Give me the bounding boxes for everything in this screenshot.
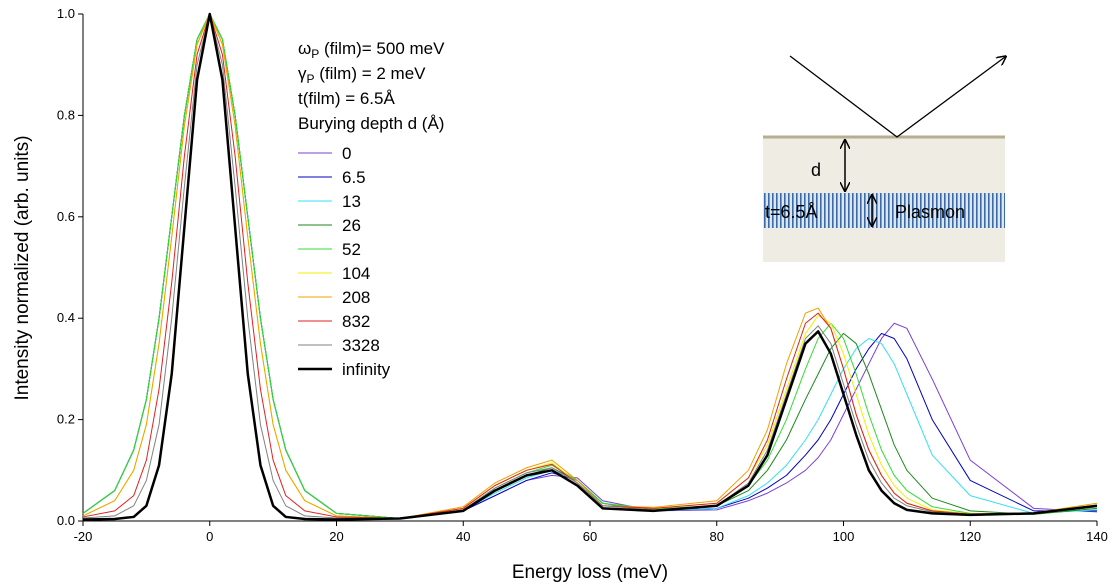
inset-diagram: d t=6.5Å Plasmon: [763, 56, 1005, 262]
x-tick-label: 100: [833, 529, 855, 544]
y-tick-label: 0.8: [57, 107, 75, 122]
legend-label: 3328: [342, 336, 380, 355]
thickness-label: t=6.5Å: [765, 202, 818, 222]
y-axis-title: Intensity normalized (arb. units): [12, 135, 33, 400]
legend-title: Burying depth d (Å): [298, 114, 444, 133]
x-tick-label: 140: [1086, 529, 1108, 544]
x-tick-label: -20: [74, 529, 93, 544]
legend-label: 104: [342, 264, 370, 283]
plasmon-layer: [763, 193, 1005, 228]
y-tick-label: 1.0: [57, 6, 75, 21]
legend-label: infinity: [342, 360, 391, 379]
series-line: [82, 13, 1097, 519]
legend-label: 26: [342, 216, 361, 235]
legend-label: 832: [342, 312, 370, 331]
annotation: ωP (film)= 500 meV: [298, 39, 445, 61]
series-line: [82, 13, 1098, 519]
legend-label: 208: [342, 288, 370, 307]
x-tick-label: 60: [583, 529, 597, 544]
x-axis-title: Energy loss (meV): [512, 562, 668, 583]
series-line: [82, 13, 1098, 519]
series-line: [82, 12, 1098, 521]
depth-label: d: [811, 160, 821, 180]
series-line: [82, 13, 1098, 519]
annotation-subscript: P: [311, 47, 319, 61]
series-line: [82, 13, 1098, 519]
layer-label: Plasmon: [895, 202, 965, 222]
series-line: [82, 13, 1098, 519]
y-tick-label: 0.6: [57, 209, 75, 224]
annotation: t(film) = 6.5Å: [298, 89, 395, 108]
y-tick-label: 0.2: [57, 412, 75, 427]
x-tick-label: 120: [959, 529, 981, 544]
beam-arrow: [789, 56, 1005, 138]
annotation-symbol: ω: [298, 39, 311, 58]
x-tick-label: 40: [456, 529, 470, 544]
annotation-subscript: P: [307, 72, 315, 86]
legend-label: 6.5: [342, 168, 366, 187]
x-tick-label: 20: [329, 529, 343, 544]
legend-label: 13: [342, 192, 361, 211]
x-tick-label: 80: [710, 529, 724, 544]
annotation-text: (film)= 500 meV: [319, 39, 445, 58]
annotation-text: (film) = 2 meV: [315, 64, 427, 83]
series-line: [82, 13, 1098, 519]
y-tick-label: 0.0: [57, 513, 75, 528]
legend-label: 0: [342, 144, 351, 163]
series-line: [82, 13, 1098, 519]
annotation: γP (film) = 2 meV: [298, 64, 426, 86]
y-tick-label: 0.4: [57, 310, 75, 325]
annotation-text: t(film) = 6.5Å: [298, 89, 395, 108]
series-line: [82, 13, 1098, 519]
annotation-symbol: γ: [298, 64, 307, 83]
x-tick-label: 0: [206, 529, 213, 544]
legend-label: 52: [342, 240, 361, 259]
